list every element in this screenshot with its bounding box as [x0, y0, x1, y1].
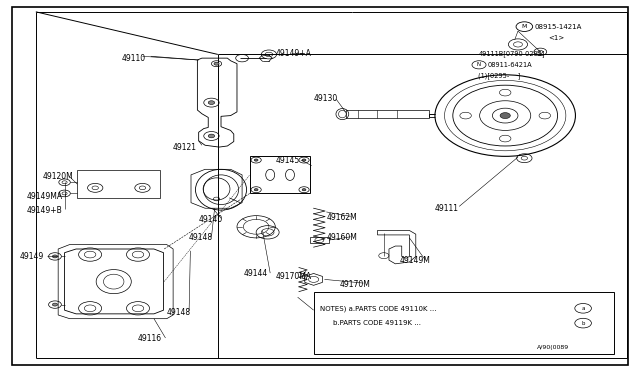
Text: 49144: 49144 [243, 269, 268, 278]
Circle shape [52, 255, 58, 258]
Text: b: b [581, 321, 585, 326]
Text: 49149M: 49149M [400, 256, 431, 265]
Text: A/90(0089: A/90(0089 [537, 345, 570, 350]
Text: 49149: 49149 [20, 252, 44, 261]
Text: 08911-6421A: 08911-6421A [487, 62, 532, 68]
Text: 49140: 49140 [198, 215, 223, 224]
Text: 49116: 49116 [138, 334, 162, 343]
Text: 49130: 49130 [314, 94, 338, 103]
Circle shape [302, 189, 306, 191]
Text: 49170M: 49170M [339, 280, 370, 289]
Text: <1>: <1> [548, 35, 565, 41]
Text: 49160M: 49160M [326, 233, 357, 243]
Text: M: M [522, 24, 527, 29]
Text: NOTES) a.PARTS CODE 49110K ...: NOTES) a.PARTS CODE 49110K ... [320, 305, 436, 312]
Bar [77, 170, 161, 198]
Circle shape [208, 101, 214, 105]
Text: 08915-1421A: 08915-1421A [534, 24, 582, 30]
Text: 49149MA: 49149MA [26, 192, 62, 201]
Text: N: N [477, 62, 481, 67]
Text: a: a [581, 306, 585, 311]
Text: 49120M: 49120M [42, 172, 73, 181]
Bar [346, 110, 429, 118]
Circle shape [208, 134, 214, 138]
Circle shape [214, 62, 219, 65]
Text: 49111B[0790-0295]: 49111B[0790-0295] [478, 50, 545, 57]
Circle shape [302, 159, 306, 161]
Bar [250, 156, 310, 193]
Circle shape [52, 303, 58, 306]
Text: 49170MA: 49170MA [275, 272, 312, 281]
Text: 49162M: 49162M [326, 213, 357, 222]
Text: 49145: 49145 [275, 156, 300, 165]
Text: 49148: 49148 [167, 308, 191, 317]
Bar [310, 237, 329, 243]
Circle shape [254, 189, 258, 191]
Text: 49110: 49110 [122, 54, 146, 62]
Text: 49149+A: 49149+A [275, 49, 311, 58]
Text: 49148: 49148 [189, 233, 213, 243]
Circle shape [500, 113, 510, 119]
Text: 49121: 49121 [173, 142, 197, 151]
Text: b.PARTS CODE 49119K ...: b.PARTS CODE 49119K ... [333, 320, 420, 326]
Circle shape [254, 159, 258, 161]
Text: 49111: 49111 [435, 204, 459, 213]
Text: 49149+B: 49149+B [26, 206, 62, 215]
Text: (1)[0295-    ]: (1)[0295- ] [478, 72, 521, 79]
Bar [314, 292, 614, 353]
